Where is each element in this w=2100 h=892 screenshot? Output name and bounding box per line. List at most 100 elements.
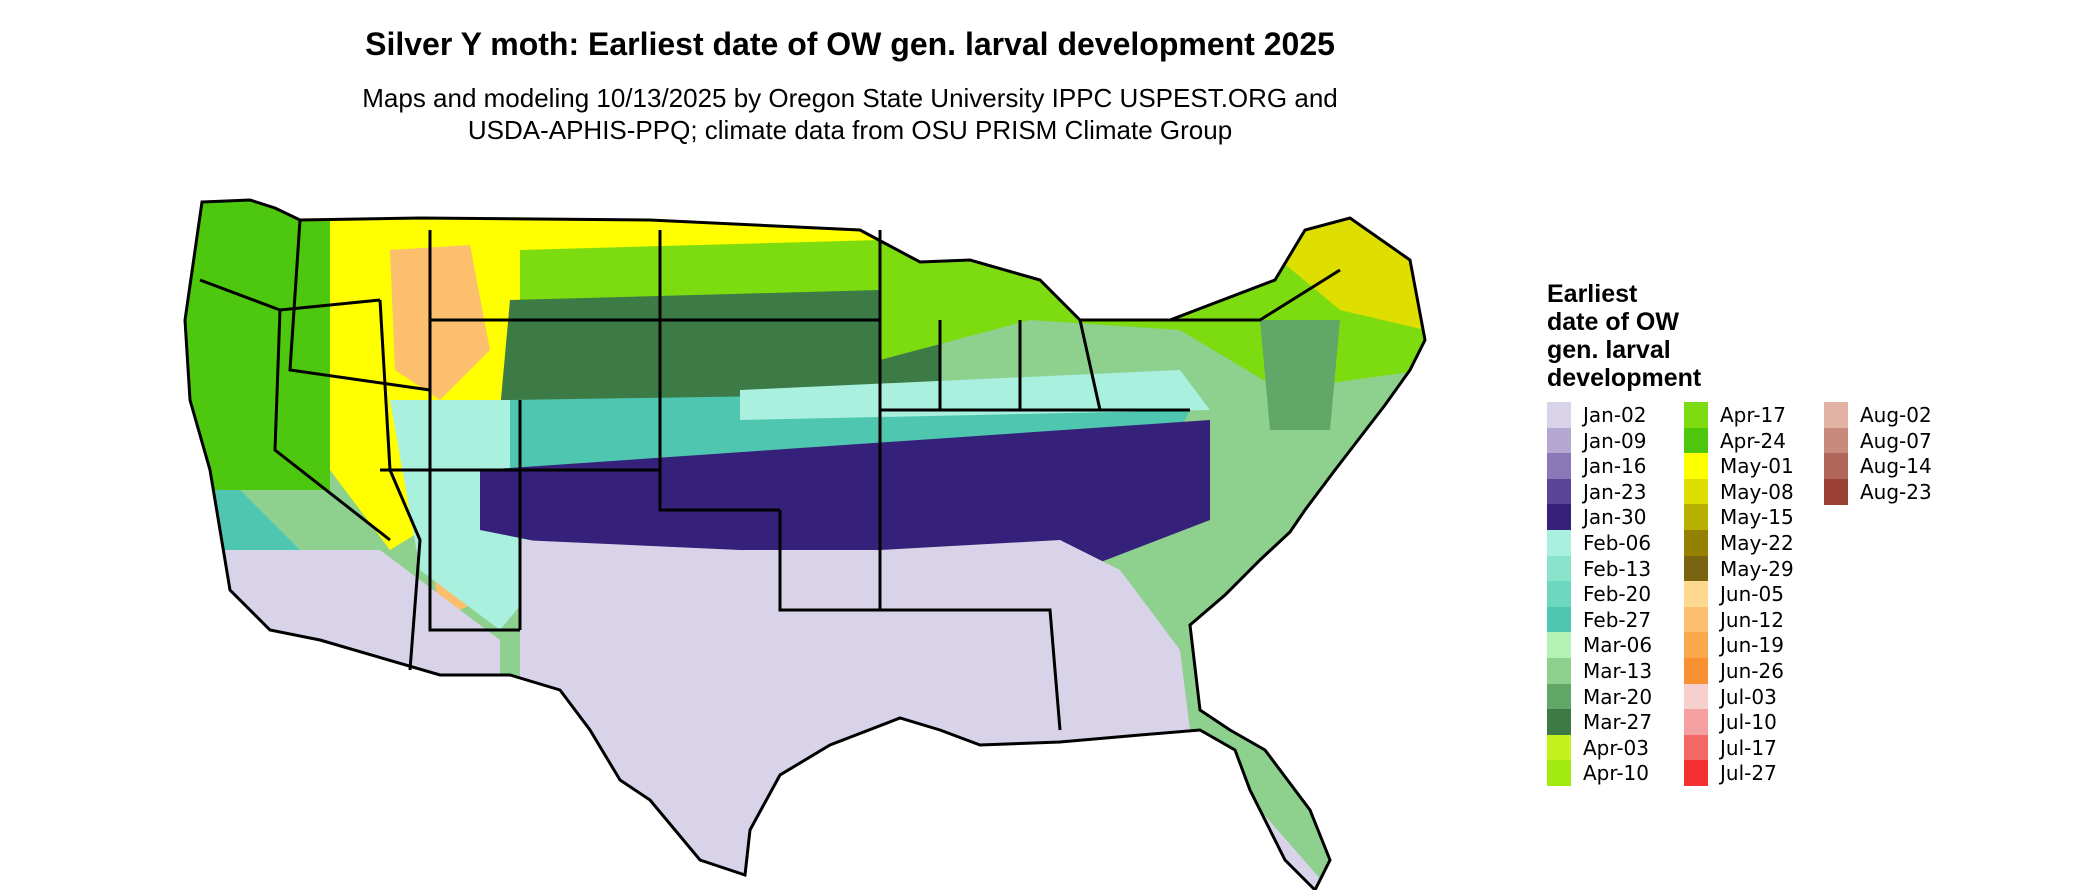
legend-swatch: [1824, 427, 1848, 454]
legend-label: Jun-12: [1720, 607, 1784, 632]
region-mid-atlantic: [1260, 320, 1340, 430]
legend-item: Jul-03: [1684, 683, 1777, 710]
legend-swatch: [1547, 453, 1571, 480]
legend-item: Mar-27: [1547, 709, 1653, 736]
legend-item: May-01: [1684, 453, 1794, 480]
map-title: Silver Y moth: Earliest date of OW gen. …: [365, 26, 1335, 62]
legend-item: Jun-05: [1684, 581, 1784, 608]
us-map: [183, 198, 1427, 890]
legend-swatch: [1547, 606, 1571, 633]
legend-swatch: [1684, 632, 1708, 659]
legend-label: Jun-26: [1720, 659, 1784, 683]
legend-item: May-15: [1684, 504, 1794, 531]
legend-swatch: [1547, 504, 1571, 531]
border-or-ca-nv: [273, 309, 391, 542]
legend-item: Apr-03: [1547, 734, 1649, 761]
legend-item: Jan-30: [1547, 504, 1647, 531]
legend-swatch: [1684, 734, 1708, 761]
border-az-nm: [428, 390, 520, 632]
legend-item: Jan-02: [1547, 402, 1647, 428]
legend-label: Jan-30: [1583, 505, 1647, 530]
legend-label: Mar-27: [1583, 710, 1653, 735]
legend-item: Jan-16: [1547, 453, 1647, 480]
legend-item: Aug-07: [1824, 427, 1932, 454]
map-subtitle: Maps and modeling 10/13/2025 by Oregon S…: [0, 82, 1700, 146]
legend-swatch: [1547, 709, 1571, 736]
legend-item: Apr-17: [1684, 402, 1786, 428]
legend-label: Apr-10: [1583, 761, 1649, 786]
legend-label: May-01: [1720, 454, 1794, 479]
legend-item: Jun-26: [1684, 658, 1784, 684]
legend-label: Jun-19: [1720, 633, 1784, 658]
legend-label: Aug-23: [1860, 479, 1932, 504]
legend-title-line-4: development: [1547, 364, 1702, 392]
legend-label: Feb-27: [1583, 607, 1652, 632]
legend-swatch: [1547, 658, 1571, 684]
legend-item: Jul-17: [1684, 734, 1777, 761]
legend-swatch: [1684, 402, 1708, 428]
legend-swatch: [1684, 504, 1708, 531]
region-gulf-deep-south: [480, 420, 1210, 570]
legend-label: Mar-20: [1583, 684, 1653, 709]
legend-label: Jul-10: [1720, 710, 1777, 735]
border-ms-al-fl: [880, 608, 1062, 731]
legend-item: Aug-02: [1824, 402, 1932, 428]
legend-title-line-3: gen. larval: [1547, 336, 1671, 364]
legend-title-line-1: Earliest: [1547, 280, 1638, 308]
legend-label: Jan-02: [1583, 403, 1647, 427]
legend-swatch: [1547, 581, 1571, 608]
legend-item: May-22: [1684, 530, 1794, 556]
legend-swatch: [1547, 402, 1571, 428]
legend-swatch: [1824, 402, 1848, 428]
legend-title: Earliest date of OW gen. larval developm…: [1547, 280, 1787, 392]
legend-label: Mar-13: [1583, 659, 1653, 683]
border-in-oh-pa: [938, 319, 1102, 411]
legend-item: Apr-10: [1547, 760, 1649, 787]
legend-label: Jul-03: [1720, 684, 1777, 709]
legend-swatch: [1547, 555, 1571, 582]
legend-label: Aug-07: [1860, 428, 1932, 453]
legend-label: Feb-13: [1583, 556, 1652, 581]
legend-item: Mar-20: [1547, 683, 1653, 710]
legend-label: Mar-06: [1583, 633, 1653, 658]
legend-swatch: [1547, 683, 1571, 710]
border-la-ar-ms: [778, 320, 882, 612]
legend-label: May-08: [1720, 479, 1794, 504]
legend-label: Feb-20: [1583, 582, 1652, 607]
region-rockies-peaks: [390, 245, 490, 400]
legend-item: Mar-13: [1547, 658, 1652, 684]
legend-item: Jan-09: [1547, 427, 1647, 454]
legend-swatch: [1824, 478, 1848, 505]
legend-label: May-15: [1720, 505, 1794, 530]
legend-item: Jan-23: [1547, 478, 1647, 505]
legend-item: Feb-27: [1547, 606, 1652, 633]
subtitle-line-2: USDA-APHIS-PPQ; climate data from OSU PR…: [467, 115, 1233, 145]
legend-label: May-29: [1720, 556, 1794, 581]
legend-label: Jan-23: [1583, 479, 1647, 504]
legend-swatch: [1684, 606, 1708, 633]
legend-swatch: [1684, 478, 1708, 505]
legend-swatch: [1684, 427, 1708, 454]
legend-swatch: [1684, 581, 1708, 608]
legend-item: May-08: [1684, 478, 1794, 505]
legend-item: Aug-14: [1824, 453, 1932, 480]
subtitle-line-1: Maps and modeling 10/13/2025 by Oregon S…: [362, 83, 1338, 113]
legend-swatch: [1684, 658, 1708, 684]
legend-swatch: [1684, 453, 1708, 480]
legend-item: Feb-13: [1547, 555, 1652, 582]
legend-swatch: [1547, 427, 1571, 454]
legend-label: May-22: [1720, 531, 1794, 555]
legend-swatch: [1684, 683, 1708, 710]
legend-item: Jul-10: [1684, 709, 1777, 736]
legend-item: Mar-06: [1547, 632, 1653, 659]
legend-title-line-2: date of OW: [1547, 308, 1679, 336]
legend-swatch: [1547, 632, 1571, 659]
legend-swatch: [1684, 555, 1708, 582]
legend-label: Jul-17: [1720, 735, 1777, 760]
legend-swatch: [1547, 530, 1571, 556]
region-pacific-nw: [185, 200, 330, 490]
legend-swatch: [1547, 760, 1571, 787]
legend-swatch: [1684, 760, 1708, 787]
legend-swatch: [1547, 478, 1571, 505]
legend-item: Jun-19: [1684, 632, 1784, 659]
